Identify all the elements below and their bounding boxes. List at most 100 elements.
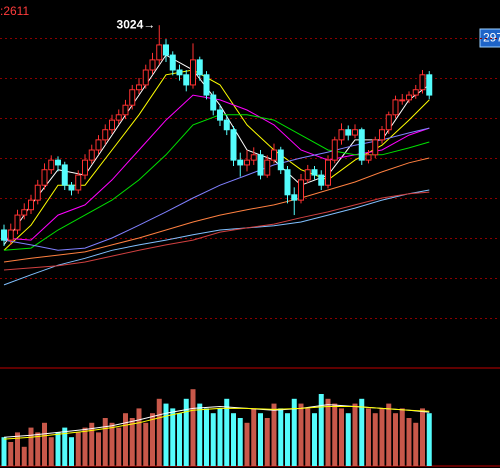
volume-bar: [278, 408, 284, 466]
candle-body: [352, 129, 358, 136]
volume-bar: [298, 403, 304, 466]
candle-body: [176, 69, 183, 76]
volume-bar: [163, 403, 169, 466]
candle-body: [88, 149, 95, 161]
candle-body: [7, 229, 14, 241]
volume-bar: [15, 432, 20, 466]
moving-average: [3, 191, 430, 271]
candle-body: [210, 94, 217, 111]
candle-body: [264, 159, 271, 176]
volume-bar: [1, 437, 7, 466]
candle-body: [190, 59, 196, 86]
volume-bar: [8, 442, 14, 466]
top-label: :2611: [0, 4, 29, 18]
candle-body: [136, 84, 142, 91]
candle-body: [230, 129, 237, 161]
volume-bar: [170, 408, 176, 466]
volume-bar: [217, 408, 223, 466]
volume-bar: [393, 413, 398, 466]
candle-body: [61, 164, 68, 186]
candle-body: [223, 119, 230, 131]
candle-body: [325, 159, 331, 186]
last-label: 297: [483, 31, 500, 45]
candle-body: [129, 89, 136, 106]
candle-body: [304, 169, 311, 181]
volume-bar: [109, 422, 115, 466]
volume-bar: [406, 418, 412, 466]
candle-body: [21, 209, 28, 216]
volume-bar: [197, 403, 203, 466]
candle-body: [379, 129, 385, 141]
candle-body: [372, 139, 379, 156]
volume-bar: [123, 413, 128, 466]
candle-body: [250, 154, 257, 161]
candle-body: [142, 69, 149, 86]
volume-bar: [82, 427, 88, 466]
volume-bar: [426, 413, 432, 466]
volume-bar: [285, 413, 290, 466]
volume-bar: [129, 418, 135, 466]
candle-body: [163, 44, 169, 56]
volume-bar: [399, 408, 405, 466]
candle-body: [412, 89, 419, 96]
volume-bar: [62, 427, 68, 466]
volume-bar: [55, 432, 61, 466]
candle-body: [217, 109, 223, 121]
volume-bar: [48, 437, 54, 466]
volume-bar: [150, 413, 155, 466]
volume-bar: [264, 418, 270, 466]
candle-body: [385, 114, 392, 131]
candle-body: [419, 74, 426, 91]
candle-body: [244, 159, 250, 166]
volume-bar: [35, 432, 41, 466]
volume-bar: [291, 398, 297, 466]
volume-bar: [359, 398, 365, 466]
candle-body: [48, 159, 55, 171]
volume-bar: [224, 398, 230, 466]
candle-body: [14, 214, 21, 231]
volume-bar: [177, 413, 182, 466]
volume-bar: [318, 394, 324, 466]
candle-body: [399, 99, 406, 102]
volume-bar: [420, 408, 425, 466]
volume-bar: [325, 398, 331, 466]
volume-bar: [345, 413, 351, 466]
candle-body: [237, 159, 244, 166]
volume-bar: [372, 413, 378, 466]
candle-body: [331, 139, 338, 161]
candle-body: [392, 99, 399, 116]
annotation: 3024→: [117, 17, 156, 31]
candle-body: [122, 104, 129, 116]
volume-bar: [332, 403, 338, 466]
volume-bar: [75, 432, 81, 466]
candle-body: [55, 159, 61, 166]
candle-body: [109, 119, 115, 131]
volume-bar: [271, 403, 277, 466]
volume-bar: [339, 408, 344, 466]
candle-body: [1, 229, 7, 241]
volume-bar: [42, 422, 47, 466]
volume-bar: [143, 422, 149, 466]
candle-body: [365, 154, 372, 161]
volume-bar: [237, 418, 243, 466]
volume-bar: [305, 408, 311, 466]
candle-body: [345, 129, 352, 136]
candle-body: [169, 54, 176, 71]
volume-bar: [156, 398, 162, 466]
candle-body: [284, 169, 291, 196]
volume-bar: [204, 408, 209, 466]
volume-bar: [210, 413, 216, 466]
candle-body: [271, 149, 277, 161]
candle-body: [203, 74, 210, 96]
volume-bar: [190, 389, 196, 466]
volume-bar: [21, 446, 27, 466]
candle-body: [311, 169, 318, 176]
candle-body: [298, 179, 304, 201]
volume-bar: [28, 427, 34, 466]
volume-bar: [413, 422, 419, 466]
volume-bar: [69, 437, 74, 466]
volume-bar: [89, 422, 95, 466]
